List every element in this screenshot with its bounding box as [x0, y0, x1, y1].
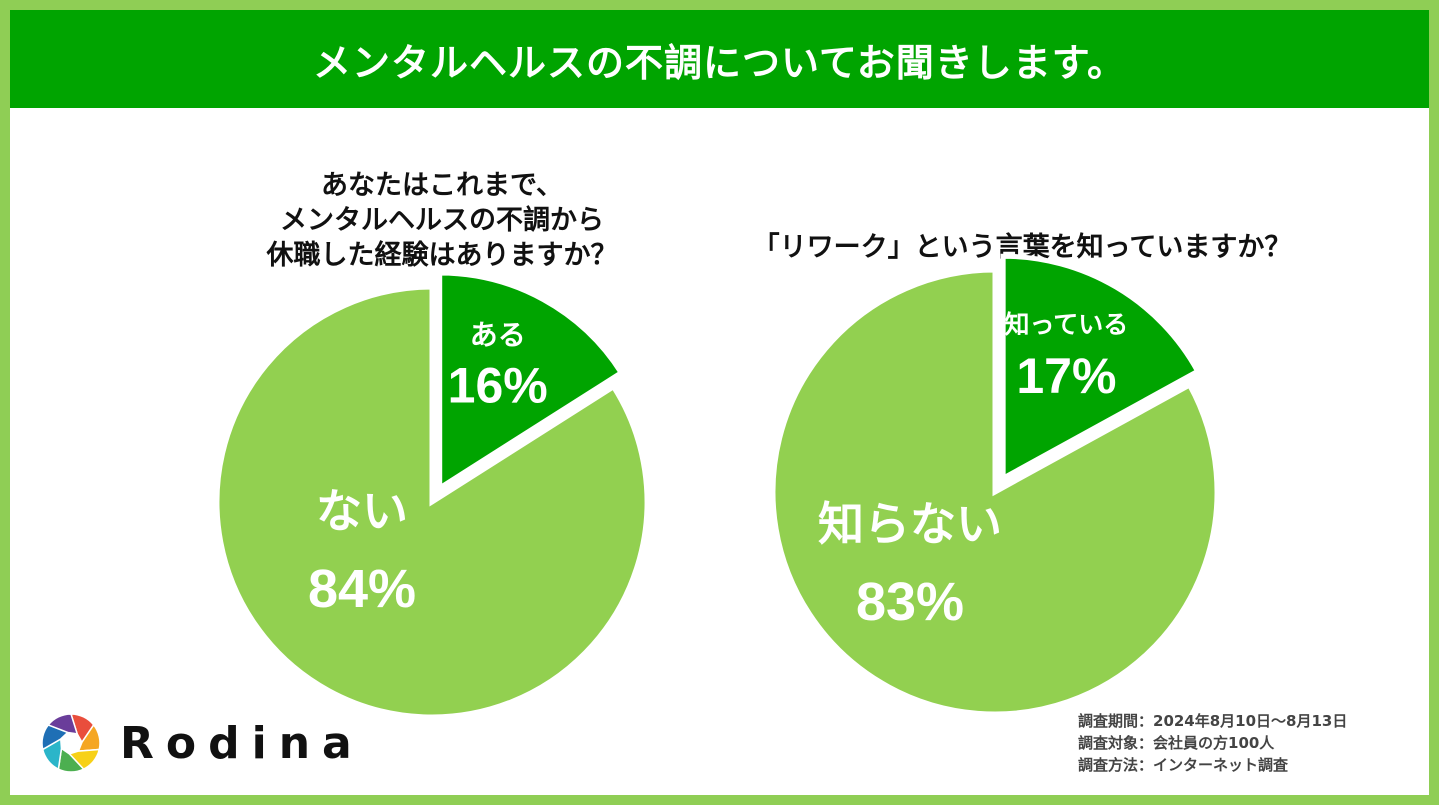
chart-1-question-line: 休職した経験はありますか？ [266, 240, 618, 271]
logo-blade [41, 737, 63, 771]
chart-1-slice-1 [214, 284, 650, 720]
logo: Rodina [40, 712, 364, 774]
chart-2-slice-0 [1000, 253, 1202, 483]
logo-blade [77, 723, 101, 752]
logo-blade [69, 713, 95, 744]
survey-info: 調査期間：2024年8月10日～8月13日 調査対象：会社員の方100人 調査方… [1078, 710, 1347, 776]
chart-2-slice-value: 17% [1016, 348, 1116, 404]
page-title: メンタルヘルスの不調についてお聞きします。 [313, 40, 1126, 85]
chart-2-slice-1 [770, 267, 1220, 717]
chart-2-slice-label: 知らない [818, 497, 1002, 551]
chart-2-slice-value: 83% [856, 572, 964, 632]
chart-1-slice-label: ある [470, 318, 526, 351]
logo-text: Rodina [120, 717, 364, 769]
logo-blade [47, 713, 79, 735]
chart-1-question-line: メンタルヘルスの不調から [280, 205, 604, 236]
chart-1-slice-value: 84% [308, 559, 416, 619]
chart-1-slice-0 [437, 270, 625, 493]
logo-blade [67, 748, 101, 771]
survey-period: 調査期間：2024年8月10日～8月13日 [1078, 712, 1348, 730]
survey-target: 調査対象：会社員の方100人 [1078, 734, 1275, 752]
chart-1-question: あなたはこれまで、 メンタルヘルスの不調から 休職した経験はありますか？ [222, 168, 662, 273]
survey-method: 調査方法：インターネット調査 [1078, 756, 1289, 774]
chart-1-question-line: あなたはこれまで、 [321, 170, 563, 201]
chart-1-slice-label: ない [316, 484, 408, 538]
header-banner: メンタルヘルスの不調についてお聞きします。 [10, 10, 1429, 108]
aperture-logo-icon [41, 713, 101, 773]
logo-blade [41, 724, 70, 751]
chart-1-slice-value: 16% [448, 357, 548, 413]
logo-blade [57, 747, 85, 773]
chart-2-slice-label: 知っている [1005, 310, 1129, 339]
